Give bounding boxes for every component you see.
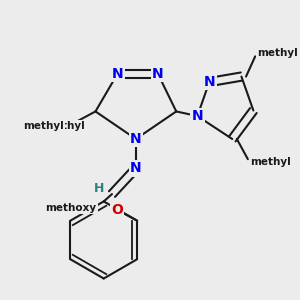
Text: methoxy: methoxy (46, 203, 97, 213)
Text: methyl: methyl (257, 48, 298, 58)
Text: N: N (203, 75, 215, 89)
Text: methyl: methyl (23, 121, 64, 131)
Text: N: N (130, 161, 142, 176)
Text: O: O (111, 203, 123, 217)
Text: N: N (192, 109, 203, 123)
Text: N: N (112, 67, 123, 81)
Text: N: N (130, 132, 142, 146)
Text: H: H (94, 182, 104, 195)
Text: methyl: methyl (250, 157, 290, 167)
Text: N: N (152, 67, 164, 81)
Text: methyl: methyl (44, 121, 85, 131)
